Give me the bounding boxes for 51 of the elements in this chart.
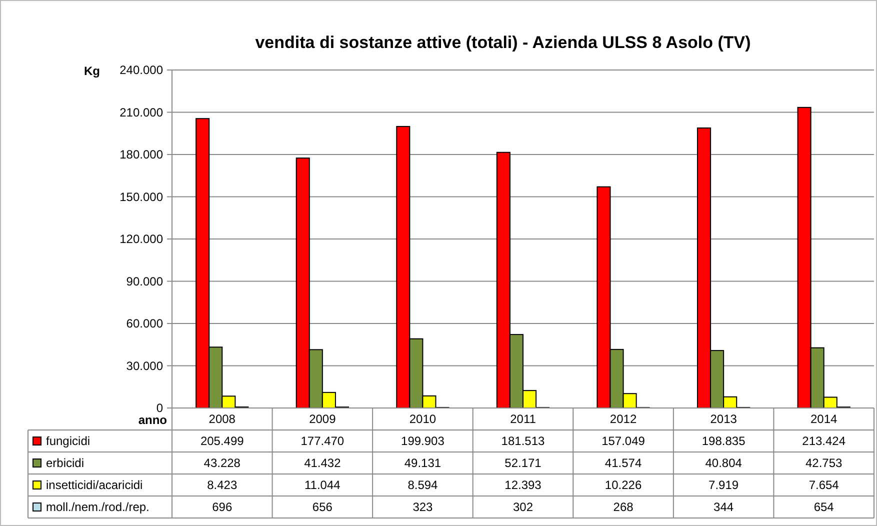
data-label: 213.424 xyxy=(802,434,846,448)
data-label: 43.228 xyxy=(204,456,241,470)
data-label: 7.654 xyxy=(808,478,840,492)
y-tick-label: 180.000 xyxy=(120,148,164,162)
data-label: 157.049 xyxy=(602,434,646,448)
data-label: 199.903 xyxy=(401,434,445,448)
data-label: 181.513 xyxy=(501,434,546,448)
data-label: 7.919 xyxy=(708,478,739,492)
legend-label: moll./nem./rod./rep. xyxy=(46,500,150,514)
data-label: 41.574 xyxy=(604,456,642,470)
data-label: 302 xyxy=(512,500,534,514)
data-label: 205.499 xyxy=(200,434,244,448)
y-tick-label: 90.000 xyxy=(126,274,164,288)
data-label: 696 xyxy=(212,500,232,514)
y-tick-label: 150.000 xyxy=(120,190,164,204)
y-tick-label: 240.000 xyxy=(120,63,164,78)
data-label: 656 xyxy=(312,500,333,514)
x-tick-label: 2009 xyxy=(309,412,336,426)
y-tick-label: 30.000 xyxy=(126,358,164,373)
data-label: 654 xyxy=(814,500,834,514)
legend-label: fungicidi xyxy=(46,434,90,448)
y-tick-label: 60.000 xyxy=(126,316,164,331)
data-label: 344 xyxy=(714,500,734,514)
y-tick-label: 210.000 xyxy=(120,105,164,120)
x-tick-label: 2013 xyxy=(710,412,738,426)
legend-label: insetticidi/acaricidi xyxy=(46,478,143,492)
data-label: 52.171 xyxy=(504,456,542,470)
data-label: 40.804 xyxy=(705,456,742,470)
chart-title: vendita di sostanze attive (totali) - Azienda ULSS 8 Asolo (TV) xyxy=(255,33,751,52)
y-tick-label: 120.000 xyxy=(120,232,164,246)
y-axis-title: Kg xyxy=(84,64,100,78)
x-tick-label: 2014 xyxy=(810,412,838,426)
data-label: 8.423 xyxy=(207,478,238,492)
data-label: 12.393 xyxy=(504,478,542,492)
x-axis-title: anno xyxy=(138,413,167,427)
data-label: 198.835 xyxy=(702,434,746,448)
data-label: 41.432 xyxy=(304,456,342,470)
data-label: 177.470 xyxy=(300,434,344,448)
x-tick-label: 2012 xyxy=(610,412,637,426)
data-label: 11.044 xyxy=(304,478,341,492)
data-label: 49.131 xyxy=(404,456,442,470)
x-tick-label: 2010 xyxy=(409,412,436,426)
y-tick-label: 0 xyxy=(156,401,164,416)
data-label: 268 xyxy=(613,500,634,514)
legend-label: erbicidi xyxy=(46,456,84,470)
data-label: 42.753 xyxy=(806,456,843,470)
data-label: 323 xyxy=(412,500,434,514)
x-tick-label: 2008 xyxy=(208,412,236,426)
x-tick-label: 2011 xyxy=(510,412,536,426)
data-label: 8.594 xyxy=(408,478,438,492)
data-label: 10.226 xyxy=(604,478,642,492)
